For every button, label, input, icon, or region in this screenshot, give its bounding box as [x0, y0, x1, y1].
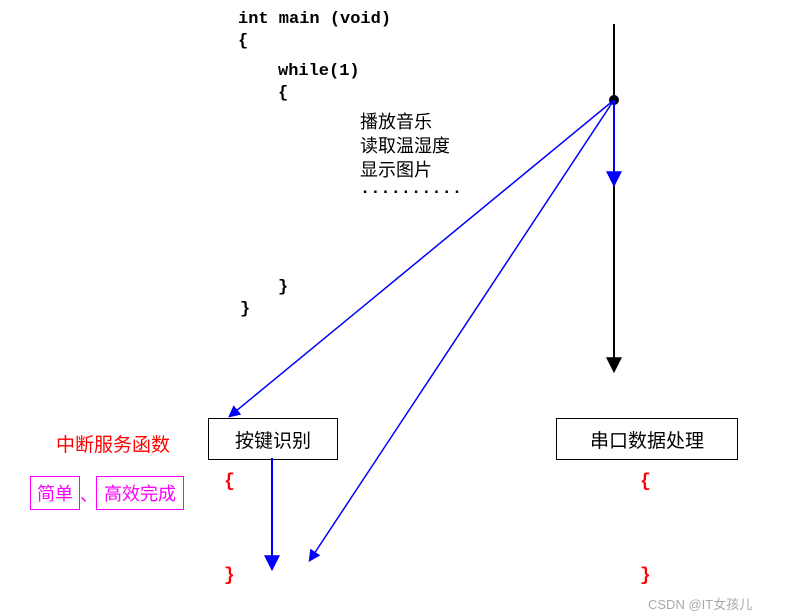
label-efficient: 高效完成 — [104, 480, 176, 506]
code-line-while: while(1) — [278, 62, 360, 81]
box-key-recognition: 按键识别 — [208, 418, 338, 460]
watermark: CSDN @IT女孩儿 — [648, 594, 752, 613]
code-brace-open-outer: { — [238, 32, 248, 51]
label-efficient-box: 高效完成 — [96, 476, 184, 510]
brace-left-open: { — [224, 472, 235, 492]
arrow-blue-diag-to-brace — [310, 100, 614, 560]
diagram-svg — [0, 0, 806, 615]
box-serial-processing-label: 串口数据处理 — [590, 426, 704, 453]
label-simple: 简单 — [37, 480, 73, 506]
brace-right-close: } — [640, 566, 651, 586]
task-ellipsis: .......... — [360, 180, 462, 199]
brace-left-close: } — [224, 566, 235, 586]
code-brace-open-inner: { — [278, 84, 288, 103]
code-brace-close-outer: } — [240, 300, 250, 319]
task-show-image: 显示图片 — [360, 156, 432, 182]
brace-right-open: { — [640, 472, 651, 492]
label-isr: 中断服务函数 — [56, 430, 170, 457]
task-play-music: 播放音乐 — [360, 108, 432, 134]
box-serial-processing: 串口数据处理 — [556, 418, 738, 460]
junction-dot — [609, 95, 619, 105]
code-brace-close-inner: } — [278, 278, 288, 297]
code-line-main: int main (void) — [238, 10, 391, 29]
label-simple-box: 简单 — [30, 476, 80, 510]
task-read-humidity: 读取温湿度 — [360, 132, 450, 158]
box-key-recognition-label: 按键识别 — [235, 426, 311, 453]
